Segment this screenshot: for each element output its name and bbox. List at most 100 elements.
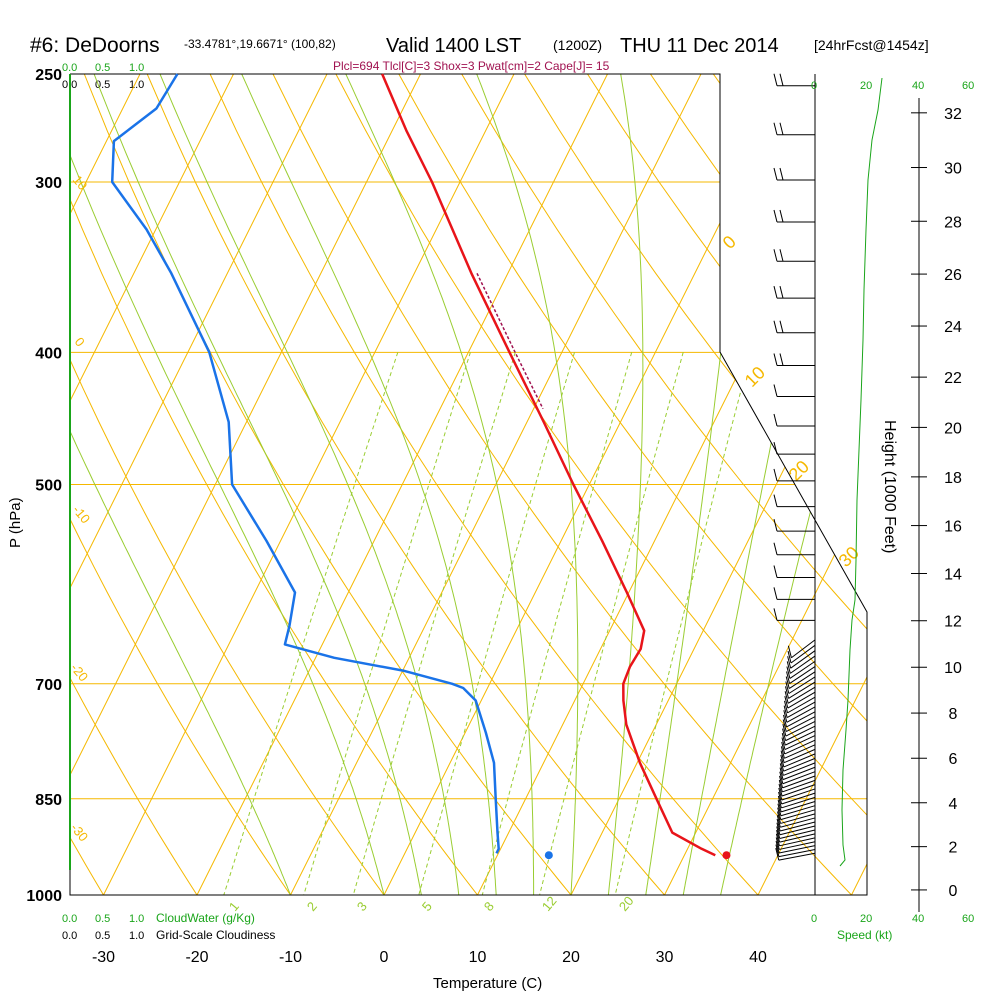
wind-barb-flag <box>777 803 782 816</box>
wind-barb-flag <box>777 811 781 824</box>
plot-frame <box>69 73 868 896</box>
cloudwater-scale-bottom: 0.0 0.5 1.0 CloudWater (g/Kg) <box>62 911 255 925</box>
isotherm-line <box>70 74 421 895</box>
moist-adiabat-line <box>70 74 291 895</box>
dry-adiabat-line <box>398 74 867 895</box>
wind-barb-flag <box>779 249 784 262</box>
dry-adiabat-line <box>461 74 867 895</box>
wind-barb-staff <box>782 775 816 789</box>
height-tick-label: 8 <box>949 706 958 723</box>
wind-barb-staff <box>780 805 816 817</box>
wind-barb-flag <box>779 353 784 366</box>
wind-panel: 0 20 40 60 0 20 40 60 Speed (kt) <box>773 73 974 942</box>
wind-barb-flag <box>777 799 782 812</box>
speed-top-tick-2: 40 <box>912 80 924 92</box>
wind-barb-flag <box>773 587 778 600</box>
wind-barb-flag <box>776 830 781 843</box>
moist-adiabat-line <box>241 74 497 895</box>
cloudiness-label: Grid-Scale Cloudiness <box>156 928 275 942</box>
wind-barb-flag <box>781 737 786 750</box>
dry-adiabat-line <box>838 74 867 895</box>
wind-barb-staff <box>786 701 816 719</box>
mixing-ratio-line <box>481 352 633 895</box>
wind-barb-staff <box>783 753 816 768</box>
wind-barb-flag <box>786 661 791 674</box>
cloudiness-bottom-tick-1: 0.5 <box>95 930 110 942</box>
wind-barb-flag <box>777 807 782 820</box>
cloudwater-label: CloudWater (g/Kg) <box>156 911 255 925</box>
cloudwater-tick-2: 1.0 <box>129 62 144 74</box>
wind-barb-staff <box>782 771 816 785</box>
moist-adiabat-label: 30 <box>835 543 863 571</box>
isotherm-line <box>70 74 141 895</box>
pressure-tick-label: 500 <box>35 478 62 495</box>
wind-barb-flag <box>780 750 785 763</box>
temperature-tick-label: 0 <box>380 949 389 966</box>
wind-barb-flag <box>775 844 780 857</box>
speed-bottom-tick-1: 20 <box>860 913 872 925</box>
moist-adiabat-line <box>607 74 644 895</box>
wind-barb-flag <box>773 167 778 181</box>
wind-barb-staff <box>781 796 816 809</box>
mixing-ratio-line <box>614 352 752 895</box>
height-tick-label: 18 <box>944 470 962 487</box>
wind-barb-flag <box>784 691 789 704</box>
wind-barb-staff <box>783 748 816 764</box>
wind-barb-flag <box>776 822 781 835</box>
wind-barb-staff <box>787 686 816 704</box>
wind-barb-flag <box>780 746 785 759</box>
moist-adiabat-line <box>70 74 385 895</box>
height-tick-label: 26 <box>944 267 962 284</box>
wind-barb-flag <box>773 122 778 135</box>
valid-date: THU 11 Dec 2014 <box>620 35 779 57</box>
wind-barb-staff <box>778 852 816 861</box>
mixing-ratio-label: 5 <box>419 899 435 914</box>
pressure-tick-label: 850 <box>35 792 62 809</box>
wind-barb-flag <box>782 723 787 737</box>
wind-barb-flag <box>781 741 786 755</box>
wind-barb-flag <box>781 732 786 746</box>
wind-barb-flag <box>779 320 784 333</box>
wind-barb-flag <box>779 285 784 299</box>
dry-adiabat-line <box>965 74 1000 895</box>
isotherm-line <box>757 74 867 895</box>
pressure-tick-label: 300 <box>35 175 62 192</box>
moist-adiabat-line <box>93 74 422 895</box>
temperature-axis-label: Temperature (C) <box>433 975 542 992</box>
wind-barb-flag <box>782 719 787 732</box>
parcel-path <box>476 272 544 410</box>
wind-barb-staff <box>779 825 816 836</box>
pressure-axis: 250 300 400 500 700 850 1000 <box>26 67 62 905</box>
dry-adiabat-line <box>524 74 867 895</box>
wind-barb-staff <box>788 681 816 699</box>
wind-barb-flag <box>786 666 791 679</box>
temperature-tick-label: 40 <box>749 949 767 966</box>
wind-barb-flag <box>779 209 784 223</box>
moist-adiabat-label: 10 <box>741 363 769 391</box>
wind-barb-staff <box>783 762 816 776</box>
background-lines <box>0 74 1000 895</box>
wind-barb-flag <box>773 249 778 262</box>
dry-adiabat-line <box>0 74 10 895</box>
indices-text: Plcl=694 Tlcl[C]=3 Shox=3 Pwat[cm]=2 Cap… <box>333 59 610 73</box>
station-coords: -33.4781°,19.6671° (100,82) <box>184 37 336 51</box>
wind-barb-flag <box>780 759 785 772</box>
wind-barb-flag <box>786 671 791 684</box>
wind-barb-staff <box>783 757 816 772</box>
speed-top-tick-3: 60 <box>962 80 974 92</box>
wind-barb-flag <box>773 73 778 86</box>
speed-bottom-tick-3: 60 <box>962 913 974 925</box>
height-tick-label: 20 <box>944 420 962 437</box>
isotherm-line <box>70 74 328 895</box>
wind-barb-staff <box>785 730 816 746</box>
height-tick-label: 30 <box>944 161 962 178</box>
dewpoint-line <box>110 73 500 854</box>
wind-speed-profile <box>839 77 883 867</box>
wind-barb-staff <box>789 655 816 674</box>
wind-barb-staff <box>788 671 816 689</box>
surface-dewpoint-marker <box>544 851 553 860</box>
speed-axis-label: Speed (kt) <box>837 928 892 942</box>
